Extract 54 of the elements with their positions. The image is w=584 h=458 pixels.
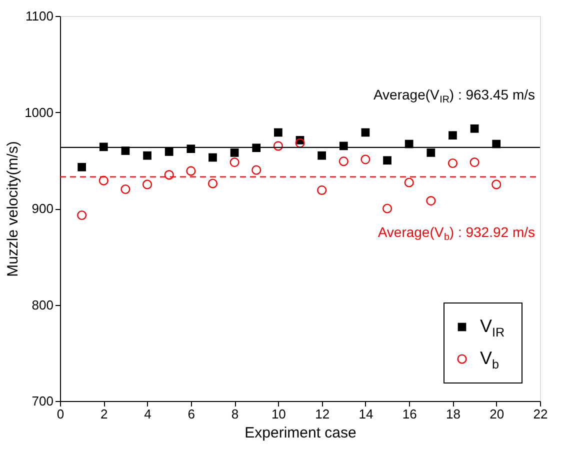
point bbox=[99, 142, 108, 152]
point bbox=[383, 156, 392, 165]
point bbox=[78, 162, 86, 172]
point bbox=[142, 180, 152, 190]
point bbox=[273, 141, 283, 151]
point bbox=[492, 180, 502, 190]
x-tick-label: 22 bbox=[533, 406, 548, 422]
point bbox=[164, 148, 174, 156]
point bbox=[164, 170, 174, 180]
y-tick-label: 900 bbox=[32, 201, 54, 216]
point bbox=[338, 156, 348, 166]
point bbox=[470, 124, 479, 133]
point bbox=[98, 176, 108, 186]
x-tick-label: 0 bbox=[56, 406, 64, 422]
x-tick-label: 10 bbox=[271, 406, 286, 422]
x-tick-label: 6 bbox=[188, 406, 196, 422]
point bbox=[448, 131, 457, 140]
y-tick-label: 1000 bbox=[24, 104, 54, 120]
point bbox=[295, 138, 305, 148]
x-tick-label: 4 bbox=[144, 406, 152, 422]
point bbox=[77, 210, 87, 220]
point bbox=[186, 144, 196, 154]
point bbox=[404, 178, 414, 188]
point bbox=[143, 151, 152, 160]
x-tick-label: 20 bbox=[490, 406, 504, 422]
point bbox=[470, 158, 480, 168]
x-tick-label: 8 bbox=[231, 406, 239, 422]
y-axis-title: Muzzle velocity(m/s) bbox=[4, 141, 22, 277]
point bbox=[360, 154, 370, 164]
point bbox=[361, 128, 370, 137]
point bbox=[448, 158, 458, 168]
x-tick-label: 12 bbox=[315, 406, 330, 422]
point bbox=[120, 184, 130, 194]
point bbox=[426, 196, 436, 206]
point bbox=[426, 148, 436, 157]
point bbox=[317, 185, 327, 195]
point bbox=[252, 144, 261, 152]
x-tick-label: 16 bbox=[402, 406, 417, 422]
point bbox=[230, 158, 240, 168]
y-tick-label: 1100 bbox=[26, 8, 54, 24]
x-tick-label: 18 bbox=[446, 406, 460, 422]
point bbox=[208, 153, 217, 162]
y-tick-label: 800 bbox=[32, 297, 54, 312]
point bbox=[208, 178, 218, 188]
y-tick-label: 700 bbox=[32, 394, 54, 408]
point bbox=[230, 148, 239, 157]
point bbox=[274, 128, 282, 137]
point bbox=[382, 204, 392, 214]
point bbox=[252, 165, 262, 175]
x-tick-label: 14 bbox=[358, 406, 374, 422]
x-axis-title: Experiment case bbox=[244, 424, 356, 442]
point bbox=[186, 166, 196, 176]
point bbox=[318, 151, 326, 160]
x-tick-label: 2 bbox=[100, 406, 108, 422]
